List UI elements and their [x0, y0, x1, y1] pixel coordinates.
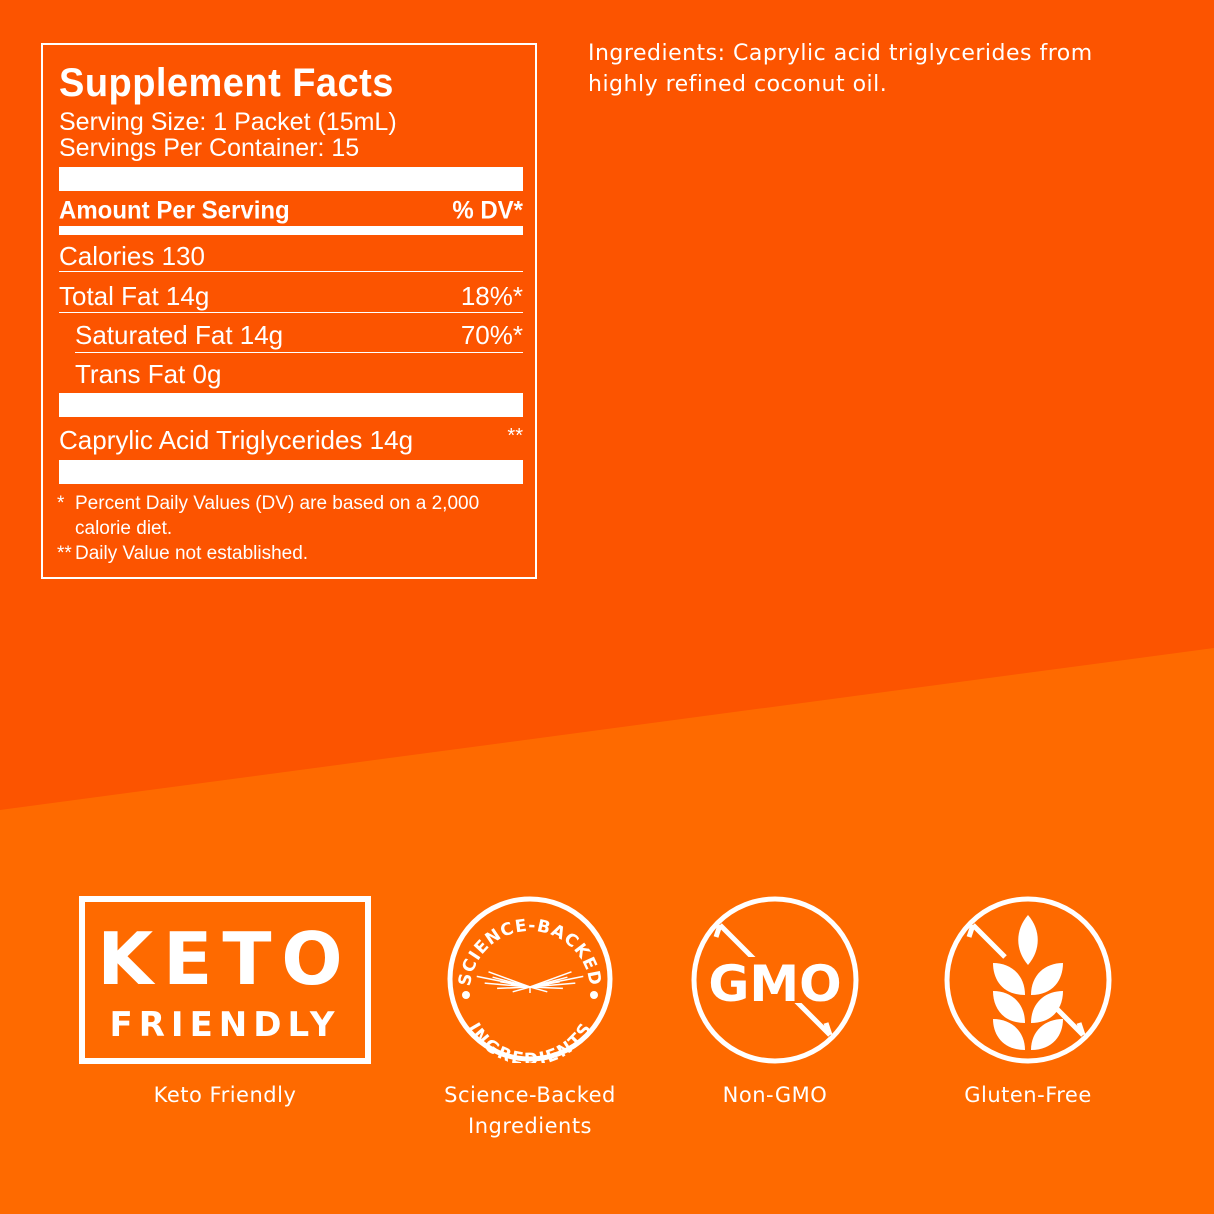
label-line: Science-Backed: [444, 1083, 616, 1107]
gluten-free-label: Gluten-Free: [964, 1083, 1092, 1107]
nutrient-row: Trans Fat 0g: [75, 359, 523, 390]
facts-title: Supplement Facts: [59, 61, 394, 105]
servings-per-container: Servings Per Container: 15: [59, 134, 360, 162]
nutrient-label: Trans Fat 0g: [75, 359, 222, 389]
divider-thick: [59, 460, 523, 484]
svg-text:GMO: GMO: [708, 955, 841, 1013]
nutrient-row: Caprylic Acid Triglycerides 14g **: [59, 425, 523, 456]
nutrient-dv: 70%*: [460, 320, 523, 350]
footnote-text: Daily Value not established.: [75, 543, 309, 564]
seal-ray: [484, 982, 531, 988]
nutrient-dv: 18%*: [460, 281, 523, 311]
amount-header-row: Amount Per Serving % DV*: [59, 196, 523, 225]
footnote-2: ** Daily Value not established.: [57, 541, 308, 566]
ingredients-text: Ingredients: Caprylic acid triglycerides…: [588, 38, 1093, 100]
divider: [59, 271, 523, 272]
nutrient-label: Caprylic Acid Triglycerides 14g: [59, 425, 414, 455]
nutrient-label: Saturated Fat 14g: [75, 320, 284, 350]
nutrient-row: Total Fat 14g 18%*: [59, 281, 523, 312]
svg-text:KETO: KETO: [97, 917, 352, 1001]
seal-ray: [488, 971, 531, 988]
nutrient-row: Saturated Fat 14g 70%*: [75, 320, 523, 351]
nutrient-label: Calories 130: [59, 241, 205, 271]
amount-header: Amount Per Serving: [59, 196, 290, 225]
nutrient-label: Total Fat 14g: [59, 281, 210, 311]
nutrient-dv: **: [507, 425, 523, 447]
no-wheat-icon: [943, 895, 1113, 1070]
svg-text:FRIENDLY: FRIENDLY: [110, 1005, 341, 1045]
divider-thick: [59, 167, 523, 191]
footnote-1: * Percent Daily Values (DV) are based on …: [57, 491, 479, 541]
seal-bottom-text: INGREDIENTS: [463, 1019, 595, 1070]
keto-friendly-logo: KETO FRIENDLY: [79, 896, 371, 1069]
divider: [75, 352, 523, 353]
footnote-mark: **: [57, 543, 72, 564]
divider: [59, 312, 523, 313]
science-backed-label: Science-Backed Ingredients: [400, 1080, 660, 1142]
divider-thick: [59, 393, 523, 417]
seal-ray: [529, 986, 548, 993]
svg-text:INGREDIENTS: INGREDIENTS: [463, 1019, 596, 1063]
footnote-text: calorie diet.: [75, 518, 173, 539]
footnote-mark: *: [57, 493, 65, 514]
label-line: Ingredients: [468, 1114, 592, 1138]
ingredients-line: Ingredients: Caprylic acid triglycerides…: [588, 41, 1093, 66]
dv-header: % DV*: [452, 196, 523, 225]
seal-ray: [476, 975, 531, 988]
non-gmo-label: Non-GMO: [722, 1083, 828, 1107]
divider-medium: [59, 226, 523, 235]
science-backed-seal: SCIENCE-BACKED INGREDIENTS: [446, 895, 614, 1070]
keto-friendly-label: Keto Friendly: [153, 1083, 297, 1107]
supplement-facts-panel: Supplement Facts Serving Size: 1 Packet …: [41, 43, 537, 579]
ingredients-line: highly refined coconut oil.: [588, 72, 888, 97]
serving-size: Serving Size: 1 Packet (15mL): [59, 108, 397, 136]
footnote-text: Percent Daily Values (DV) are based on a…: [75, 493, 480, 514]
no-gmo-icon: GMO: [690, 895, 860, 1070]
nutrient-row: Calories 130: [59, 241, 523, 272]
